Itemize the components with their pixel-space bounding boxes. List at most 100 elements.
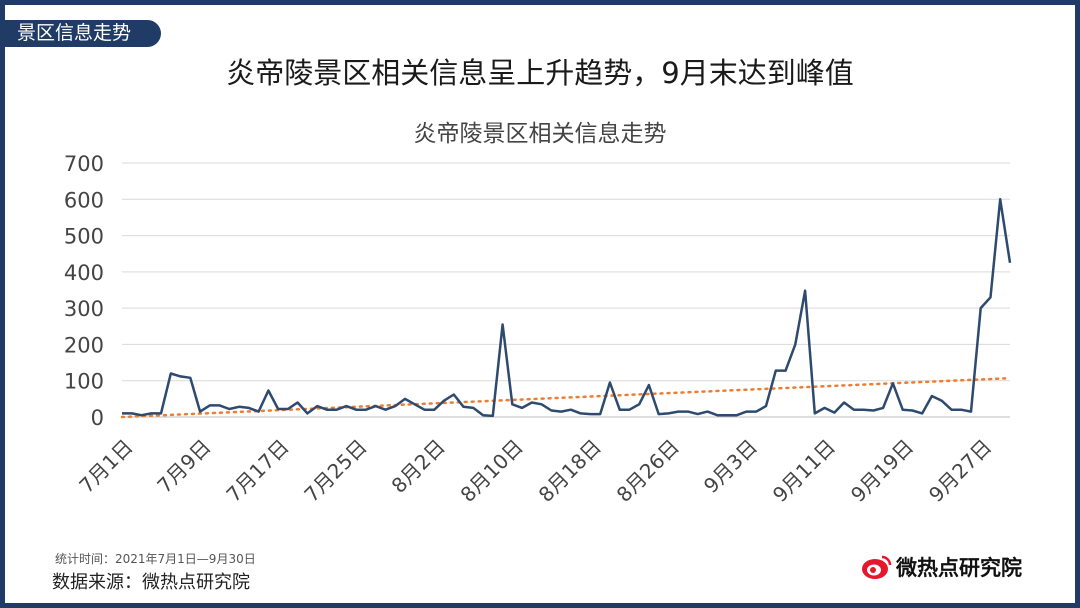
data-point — [608, 381, 612, 385]
data-point — [374, 404, 378, 408]
x-tick-label: 9月3日 — [699, 435, 762, 498]
data-point — [286, 407, 290, 411]
data-point — [862, 408, 866, 412]
data-point — [774, 369, 778, 373]
data-point — [442, 399, 446, 403]
data-point — [169, 371, 173, 375]
data-point — [120, 411, 124, 415]
x-tick-label: 9月19日 — [846, 435, 918, 507]
data-point — [315, 404, 319, 408]
data-point — [686, 410, 690, 414]
y-tick-label: 0 — [91, 406, 104, 430]
data-point — [462, 405, 466, 409]
data-point — [754, 410, 758, 414]
data-point — [325, 408, 329, 412]
data-point — [364, 408, 368, 412]
data-point — [784, 369, 788, 373]
data-point — [198, 410, 202, 414]
series-line — [122, 198, 1012, 418]
data-point — [901, 408, 905, 412]
data-point — [676, 410, 680, 414]
data-point — [842, 400, 846, 404]
data-point — [559, 410, 563, 414]
y-tick-label: 500 — [64, 225, 104, 249]
data-point — [423, 408, 427, 412]
data-point — [510, 402, 514, 406]
weibo-eye-icon — [862, 555, 892, 579]
data-point — [696, 412, 700, 416]
trend-line — [120, 376, 1012, 419]
data-point — [598, 412, 602, 416]
data-point — [266, 389, 270, 393]
data-point — [237, 405, 241, 409]
data-point — [481, 413, 485, 417]
data-point — [852, 408, 856, 412]
data-point — [432, 408, 436, 412]
data-point — [257, 410, 261, 414]
data-point — [296, 400, 300, 404]
data-point — [969, 410, 973, 414]
y-tick-label: 700 — [64, 152, 104, 176]
data-point — [130, 411, 134, 415]
data-point — [979, 306, 983, 310]
x-tick-label: 8月26日 — [612, 435, 684, 507]
data-point — [208, 403, 212, 407]
data-point — [735, 413, 739, 417]
data-point — [891, 381, 895, 385]
data-point — [579, 411, 583, 415]
data-point — [491, 414, 495, 418]
x-tick-label: 9月11日 — [768, 435, 840, 507]
data-point — [305, 411, 309, 415]
data-point — [335, 408, 339, 412]
x-tick-label: 8月10日 — [456, 435, 528, 507]
data-point — [725, 413, 729, 417]
data-point — [666, 411, 670, 415]
data-point — [618, 408, 622, 412]
y-tick-label: 400 — [64, 261, 104, 285]
data-point — [832, 411, 836, 415]
x-tick-label: 8月2日 — [387, 435, 450, 498]
stat-period-note: 统计时间：2021年7月1日—9月30日 — [55, 552, 256, 566]
data-point — [959, 408, 963, 412]
data-point — [637, 402, 641, 406]
y-tick-label: 600 — [64, 188, 104, 212]
x-tick-label: 8月18日 — [534, 435, 606, 507]
data-point — [793, 342, 797, 346]
data-point — [247, 406, 251, 410]
data-point — [393, 404, 397, 408]
data-point — [530, 400, 534, 404]
data-point — [705, 410, 709, 414]
data-point — [501, 322, 505, 326]
data-point — [159, 411, 163, 415]
data-point — [910, 408, 914, 412]
x-tick-label: 7月17日 — [221, 435, 293, 507]
chart-title: 炎帝陵景区相关信息走势 — [413, 121, 667, 147]
data-point — [803, 289, 807, 293]
data-point — [569, 408, 573, 412]
data-point — [354, 408, 358, 412]
x-tick-label: 7月1日 — [74, 435, 137, 498]
y-tick-label: 100 — [64, 370, 104, 394]
data-point — [403, 397, 407, 401]
data-point — [813, 411, 817, 415]
data-point — [871, 408, 875, 412]
brand-logo: 微热点研究院 — [860, 552, 1022, 582]
data-point — [452, 393, 456, 397]
data-source: 数据来源：微热点研究院 — [52, 572, 250, 593]
data-point — [881, 406, 885, 410]
data-point — [930, 394, 934, 398]
section-tag: 景区信息走势 — [5, 20, 161, 47]
data-point — [940, 399, 944, 403]
x-tick-label: 9月27日 — [924, 435, 996, 507]
data-point — [745, 410, 749, 414]
data-point — [588, 412, 592, 416]
data-point — [520, 406, 524, 410]
y-tick-label: 300 — [64, 297, 104, 321]
data-point — [276, 407, 280, 411]
data-point — [988, 295, 992, 299]
data-point — [344, 404, 348, 408]
data-point — [949, 408, 953, 412]
data-point — [627, 408, 631, 412]
